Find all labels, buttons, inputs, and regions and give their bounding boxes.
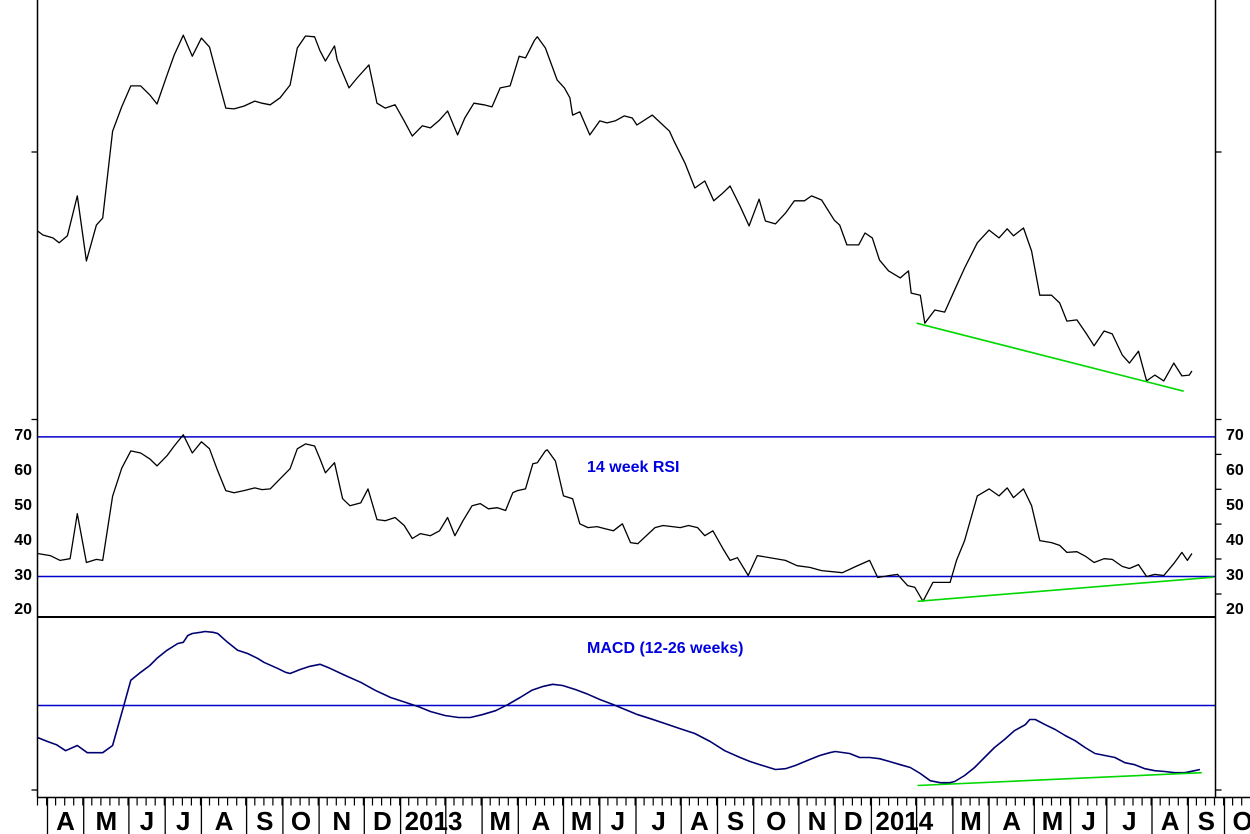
- month-label: A: [1002, 806, 1022, 834]
- month-label: O: [1232, 806, 1250, 834]
- month-label: S: [1197, 806, 1216, 834]
- month-label: N: [332, 806, 352, 834]
- month-label: A: [56, 806, 75, 834]
- month-label: J: [139, 806, 155, 834]
- rsi-axis-label-right: 30: [1226, 566, 1244, 584]
- month-label: D: [843, 806, 863, 834]
- rsi-axis-label-left: 70: [14, 426, 32, 444]
- rsi-axis-label-right: 40: [1226, 531, 1244, 549]
- month-label: A: [689, 806, 709, 834]
- month-label: S: [256, 806, 274, 834]
- month-label: J: [610, 806, 626, 834]
- rsi-axis-label-left: 20: [14, 601, 32, 619]
- rsi-axis-label-right: 60: [1226, 461, 1244, 479]
- month-label: J: [1122, 806, 1137, 834]
- rsi-axis-label-left: 60: [14, 461, 32, 479]
- rsi-line: [37, 434, 1193, 602]
- month-label: A: [1160, 806, 1180, 834]
- month-label: A: [531, 806, 551, 834]
- rsi-axis-label-right: 70: [1226, 426, 1244, 444]
- month-label: M: [570, 806, 593, 834]
- month-label: J: [651, 806, 666, 834]
- rsi-panel-title: 14 week RSI: [587, 459, 680, 476]
- rsi-axis-label-left: 30: [14, 566, 32, 584]
- rsi-axis-label-right: 20: [1226, 601, 1244, 619]
- month-label: O: [766, 806, 787, 834]
- macd-trendline: [917, 771, 1202, 787]
- month-label: M: [489, 806, 511, 834]
- month-label: N: [807, 806, 827, 834]
- year-label: 2013: [404, 806, 463, 834]
- price-line: [37, 34, 1193, 382]
- month-label: S: [726, 806, 745, 834]
- month-label: O: [290, 806, 312, 834]
- month-label: D: [373, 806, 392, 834]
- month-label: A: [214, 806, 234, 834]
- macd-panel-title: MACD (12-26 weeks): [587, 640, 744, 657]
- rsi-axis-label-right: 50: [1226, 496, 1244, 514]
- year-label: 2014: [875, 806, 934, 834]
- month-label: J: [1081, 806, 1096, 834]
- month-label: M: [95, 806, 118, 834]
- month-label: M: [1041, 806, 1064, 834]
- month-label: J: [176, 806, 191, 834]
- price-trendline: [916, 322, 1184, 392]
- month-label: M: [960, 806, 982, 834]
- rsi-trendline: [917, 576, 1214, 603]
- rsi-axis-label-left: 40: [14, 531, 32, 549]
- rsi-axis-label-left: 50: [14, 496, 32, 514]
- macd-line: [37, 630, 1201, 784]
